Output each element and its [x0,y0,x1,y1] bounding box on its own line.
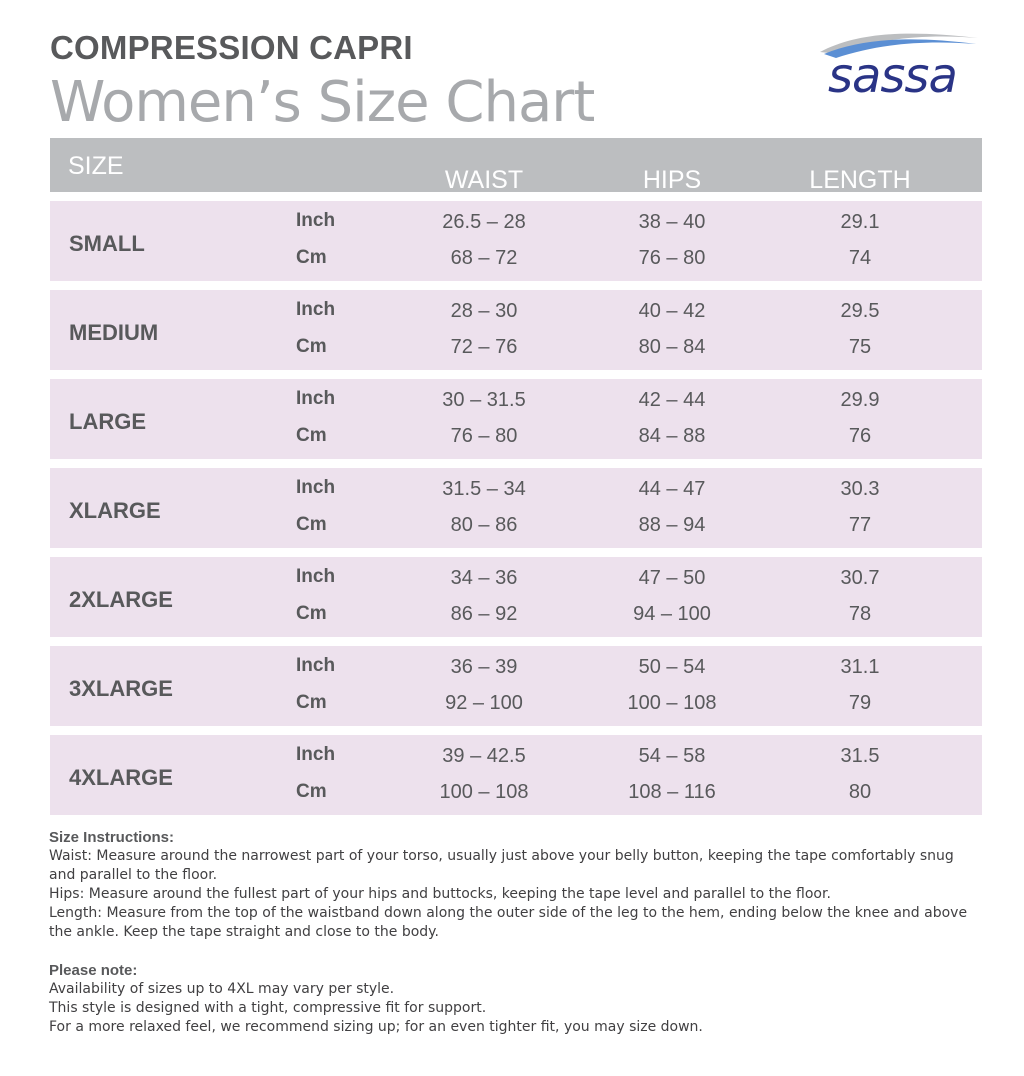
unit-cm: Cm [296,425,327,446]
waist-inch: 34 – 36 [450,567,518,589]
length-inch: 29.1 [840,211,880,233]
hips-inch: 44 – 47 [638,478,706,500]
size-label: LARGE [69,409,146,434]
hips-inch: 42 – 44 [638,389,706,411]
hips-inch: 50 – 54 [638,656,706,678]
length-inch: 29.9 [840,389,880,411]
unit-inch: Inch [296,655,336,676]
waist-inch: 39 – 42.5 [442,745,526,767]
length-inch: 29.5 [840,300,880,322]
instruction-waist: Waist: Measure around the narrowest part… [49,848,954,883]
size-table: SIZE WAIST HIPS LENGTH SMALL Inch Cm 26.5 –… [50,138,982,815]
column-hips: HIPS [642,166,702,194]
size-label: MEDIUM [69,320,159,345]
product-name: COMPRESSION CAPRI [50,29,413,66]
waist-cm: 86 – 92 [450,603,518,625]
hips-cm: 100 – 108 [627,692,717,714]
unit-cm: Cm [296,781,327,802]
waist-cm: 76 – 80 [450,425,518,447]
column-length: LENGTH [809,166,911,194]
length-cm: 77 [848,514,872,536]
waist-inch: 31.5 – 34 [442,478,526,500]
note-line: This style is designed with a tight, com… [49,1000,487,1016]
unit-inch: Inch [296,566,336,587]
length-cm: 79 [848,692,872,714]
size-label: 3XLARGE [69,676,173,701]
size-label: XLARGE [69,498,161,523]
unit-inch: Inch [296,210,336,231]
unit-inch: Inch [296,744,336,765]
table-row: MEDIUM Inch Cm 28 – 30 40 – 42 29.5 72 – 76 80 … [50,290,982,370]
unit-cm: Cm [296,514,327,535]
column-waist: WAIST [444,166,524,194]
unit-cm: Cm [296,336,327,357]
hips-cm: 84 – 88 [638,425,706,447]
length-inch: 30.3 [840,478,880,500]
size-label: 4XLARGE [69,765,173,790]
table-row: XLARGE Inch Cm 31.5 – 34 44 – 47 30.3 80 – 86 8… [50,468,982,548]
page-title: Women’s Size Chart [50,70,595,135]
hips-inch: 40 – 42 [638,300,706,322]
unit-inch: Inch [296,388,336,409]
column-size: SIZE [68,152,124,180]
waist-cm: 72 – 76 [450,336,518,358]
table-row: 2XLARGE Inch Cm 34 – 36 47 – 50 30.7 86 – 92 94… [50,557,982,637]
waist-inch: 36 – 39 [450,656,518,678]
waist-cm: 80 – 86 [450,514,518,536]
instruction-length: Length: Measure from the top of the wais… [49,905,968,940]
size-notes: Size Instructions: Waist: Measure around… [49,828,979,1037]
note-line: For a more relaxed feel, we recommend si… [49,1019,703,1035]
unit-cm: Cm [296,603,327,624]
hips-cm: 76 – 80 [638,247,706,269]
table-row: 4XLARGE Inch Cm 39 – 42.5 54 – 58 31.5 100 – 1… [50,735,982,815]
length-cm: 76 [848,425,872,447]
waist-inch: 26.5 – 28 [442,211,526,233]
hips-cm: 88 – 94 [638,514,706,536]
hips-inch: 47 – 50 [638,567,706,589]
hips-inch: 38 – 40 [638,211,706,233]
wave-icon [820,33,978,58]
length-cm: 75 [848,336,872,358]
instruction-hips: Hips: Measure around the fullest part of… [49,886,831,902]
hips-inch: 54 – 58 [638,745,706,767]
hips-cm: 80 – 84 [638,336,706,358]
hips-cm: 94 – 100 [633,603,711,625]
length-inch: 31.1 [840,656,880,678]
table-row: LARGE Inch Cm 30 – 31.5 42 – 44 29.9 76 – 80 84… [50,379,982,459]
length-cm: 78 [848,603,872,625]
note-heading: Please note: [49,962,138,979]
length-inch: 31.5 [840,745,880,767]
unit-cm: Cm [296,692,327,713]
table-row: SMALL Inch Cm 26.5 – 28 38 – 40 29.1 68 – 72 76… [50,201,982,281]
instructions-heading: Size Instructions: [49,829,175,846]
unit-inch: Inch [296,477,336,498]
page-header: COMPRESSION CAPRI Women’s Size Chart [50,28,595,138]
length-inch: 30.7 [840,567,880,589]
waist-inch: 28 – 30 [450,300,518,322]
sassa-logo: sassa [818,28,983,108]
length-cm: 74 [848,247,872,269]
waist-cm: 100 – 108 [439,781,529,803]
hips-cm: 108 – 116 [628,781,716,803]
note-line: Availability of sizes up to 4XL may vary… [49,981,395,997]
waist-cm: 68 – 72 [450,247,518,269]
waist-inch: 30 – 31.5 [442,389,526,411]
size-label: SMALL [69,231,145,256]
length-cm: 80 [848,781,872,803]
table-row: 3XLARGE Inch Cm 36 – 39 50 – 54 31.1 92 – 100 1… [50,646,982,726]
table-header: SIZE WAIST HIPS LENGTH [50,138,982,194]
unit-cm: Cm [296,247,327,268]
waist-cm: 92 – 100 [445,692,523,714]
size-label: 2XLARGE [69,587,173,612]
logo-wordmark: sassa [828,48,958,104]
unit-inch: Inch [296,299,336,320]
